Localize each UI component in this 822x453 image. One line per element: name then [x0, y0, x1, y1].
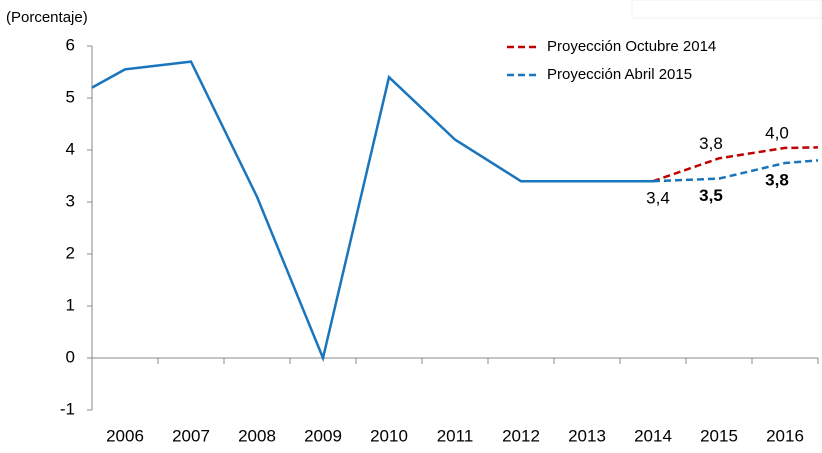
x-tick-label: 2006 [106, 426, 144, 445]
legend-label: Proyección Abril 2015 [547, 66, 692, 83]
y-tick-label: -1 [60, 399, 75, 418]
x-tick-label: 2013 [568, 426, 606, 445]
y-tick-label: 0 [66, 347, 75, 366]
legend-label: Proyección Octubre 2014 [547, 38, 716, 55]
x-tick-label: 2012 [502, 426, 540, 445]
data-label: 3,5 [699, 186, 723, 205]
x-tick-label: 2011 [437, 426, 474, 445]
data-label: 3,4 [646, 189, 670, 208]
x-tick-label: 2015 [700, 426, 738, 445]
x-tick-label: 2009 [304, 426, 342, 445]
x-tick-label: 2010 [370, 426, 408, 445]
data-label: 4,0 [765, 123, 789, 142]
x-tick-label: 2007 [172, 426, 210, 445]
x-tick-label: 2016 [766, 426, 804, 445]
line [91, 60, 653, 363]
y-tick-label: 6 [66, 35, 75, 54]
data-label: 3,8 [699, 134, 723, 153]
y-tick-label: 2 [66, 243, 75, 262]
line [652, 146, 819, 183]
data-label: 3,8 [765, 170, 789, 189]
y-tick-label: 1 [66, 295, 75, 314]
line [652, 159, 819, 183]
y-axis-label: (Porcentaje) [6, 9, 88, 26]
background-frame [631, 0, 822, 19]
x-tick-label: 2008 [238, 426, 276, 445]
y-tick-label: 3 [66, 191, 75, 210]
y-tick-label: 4 [66, 139, 75, 158]
y-tick-label: 5 [66, 87, 75, 106]
x-tick-label: 2014 [634, 426, 672, 445]
